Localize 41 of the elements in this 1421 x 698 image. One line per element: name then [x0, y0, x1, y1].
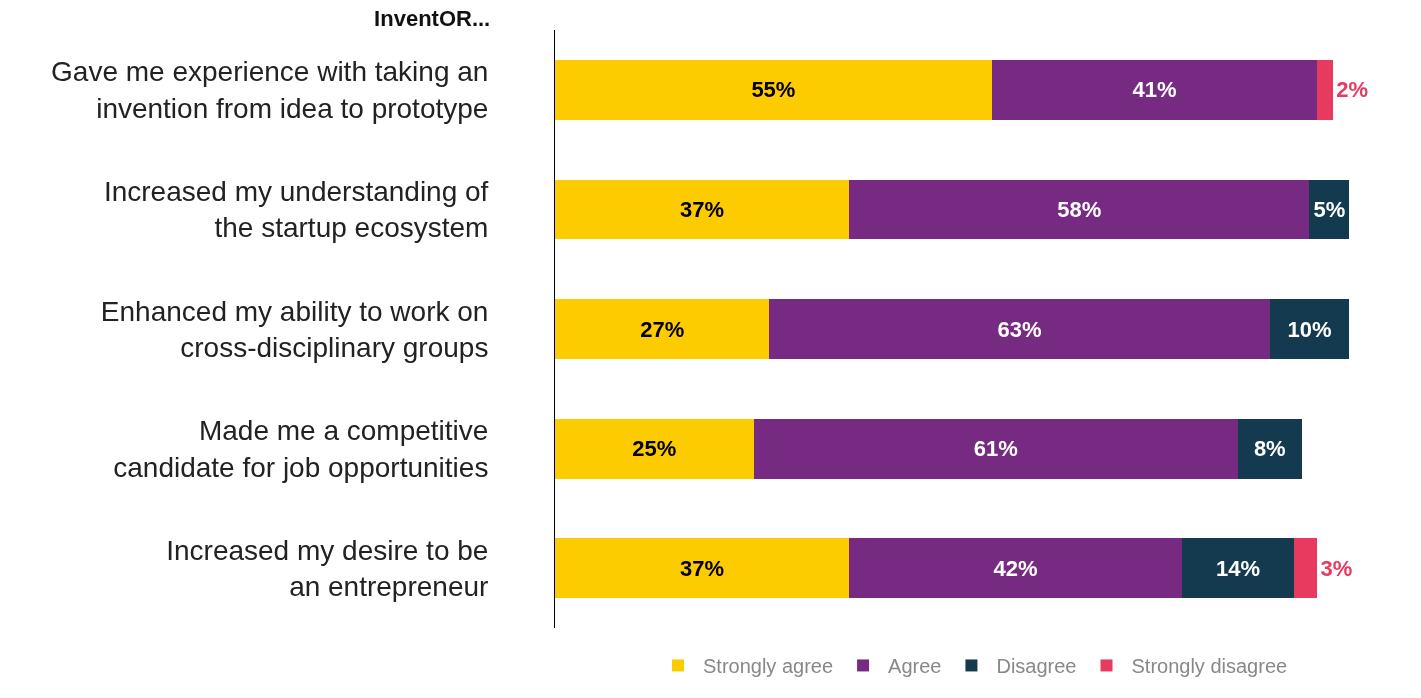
data-label: 2% [1336, 77, 1369, 103]
data-label: 55% [751, 77, 796, 103]
data-label: 37% [679, 555, 724, 581]
bar [555, 418, 754, 479]
legend-label: Strongly disagree [1131, 655, 1288, 678]
bar [753, 418, 1239, 479]
data-label: 8% [1253, 436, 1286, 462]
data-label: 61% [973, 436, 1018, 462]
data-label: 10% [1287, 316, 1332, 342]
bar [555, 538, 849, 599]
data-label: 27% [640, 316, 685, 342]
bar [848, 179, 1310, 240]
bar [769, 299, 1270, 359]
y-tick-label: Gave me experience with taking an invention from idea to prototype [51, 56, 489, 124]
y-tick-label: Increased my understanding of the startup ecosystem [103, 176, 489, 244]
chart-title: InventOR... [374, 5, 491, 31]
bar [555, 59, 992, 120]
legend-label: Disagree [996, 655, 1077, 678]
bar [1317, 59, 1334, 120]
bar [1238, 418, 1302, 479]
y-tick-label: Made me a competitive candidate for job opportunities [113, 415, 489, 483]
bar [1182, 538, 1294, 599]
bar [991, 59, 1318, 120]
data-label: 25% [632, 436, 677, 462]
data-label: 42% [993, 555, 1038, 581]
y-tick-label: Enhanced my ability to work on cross-disciplinary groups [100, 295, 489, 363]
data-label: 37% [679, 196, 724, 222]
data-label: 58% [1057, 196, 1102, 222]
legend-label: Strongly agree [703, 655, 834, 678]
bar [1293, 538, 1318, 599]
data-label: 63% [997, 316, 1042, 342]
data-label: 5% [1313, 196, 1346, 222]
data-label: 14% [1215, 555, 1261, 581]
bar [555, 299, 770, 359]
bar [848, 538, 1183, 599]
bar [1269, 299, 1350, 359]
data-label: 3% [1320, 555, 1353, 581]
bar [555, 179, 849, 240]
legend-label: Agree [888, 655, 942, 678]
data-label: 41% [1132, 77, 1177, 103]
y-tick-label: Increased my desire to be an entrepreneur [166, 534, 489, 603]
